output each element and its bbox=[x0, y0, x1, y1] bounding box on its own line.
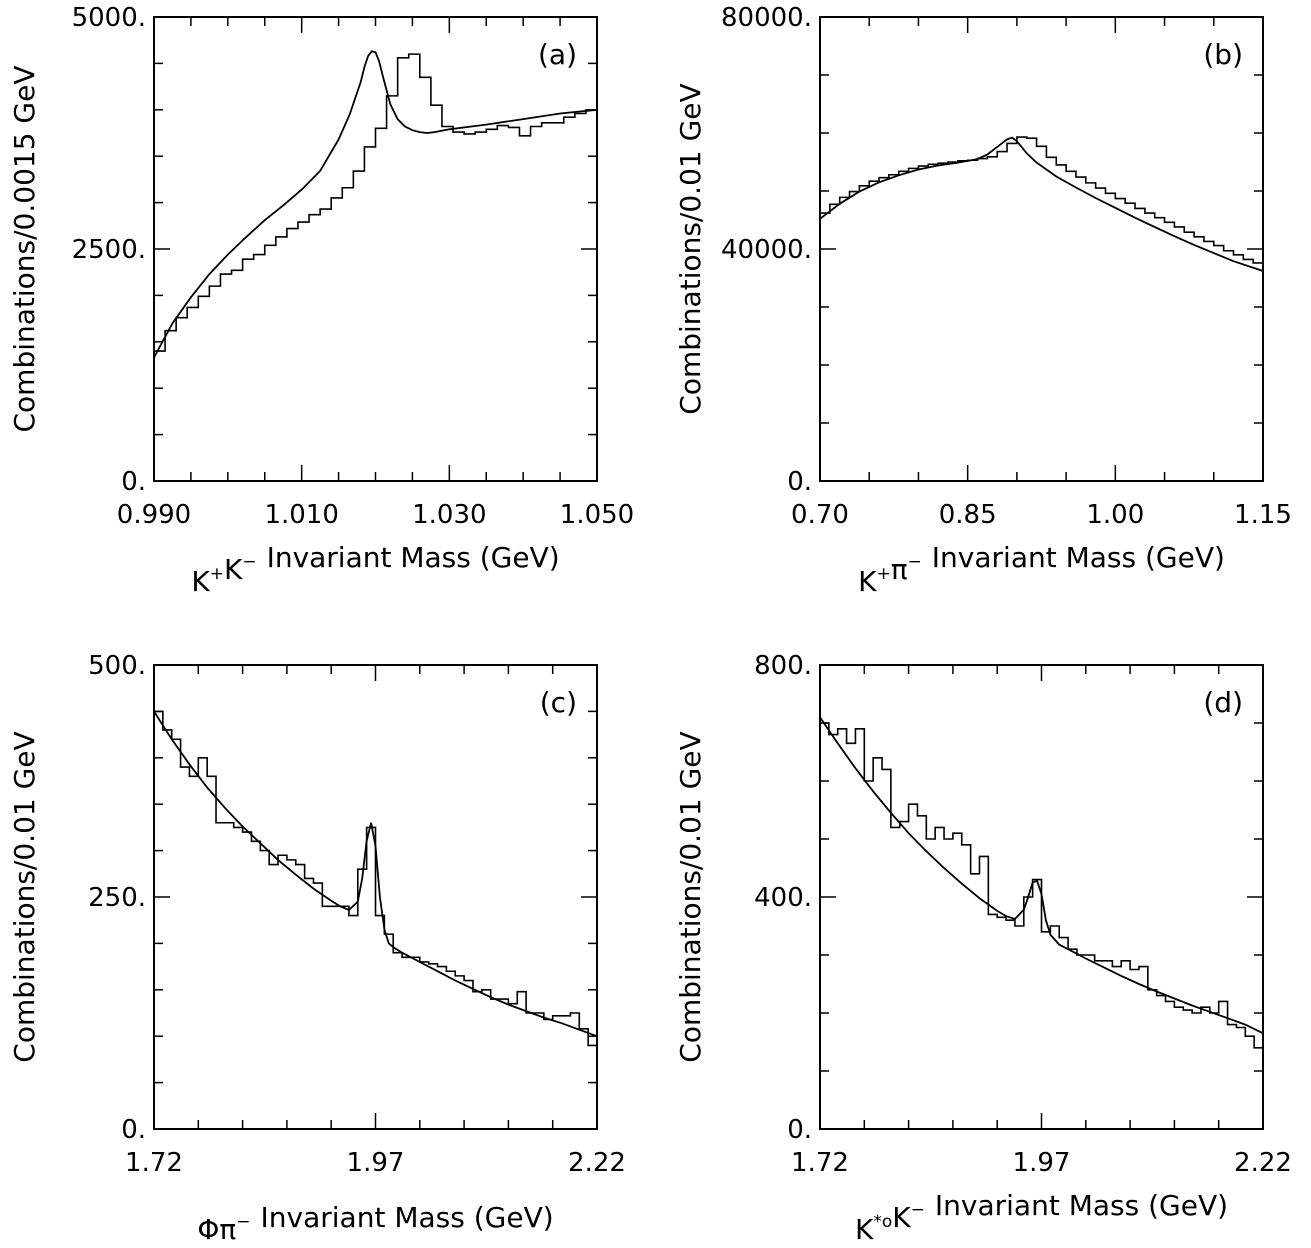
panel-d-x-tick-label: 2.22 bbox=[1234, 1148, 1292, 1178]
panel-b-x-tick-label: 1.00 bbox=[1086, 500, 1144, 530]
panel-c-y-tick-label: 500. bbox=[88, 651, 146, 681]
panel-d-label: (d) bbox=[1203, 686, 1243, 719]
panel-d-y-tick-label: 0. bbox=[787, 1115, 812, 1145]
panel-b: 0.70 0.85 1.00 1.15 0. 40000. 80000. Combinatio… bbox=[674, 3, 1292, 598]
panel-d-x-tick-label: 1.97 bbox=[1013, 1148, 1071, 1178]
panel-b-particle-charge: − bbox=[908, 552, 922, 572]
panel-a-particle-charge: − bbox=[242, 552, 256, 572]
panel-c-x-axis-label: Φπ− Invariant Mass (GeV) bbox=[197, 1201, 553, 1246]
panel-a-x-axis-label-text: Invariant Mass (GeV) bbox=[267, 541, 560, 574]
panel-d-x-tick-label: 1.72 bbox=[791, 1148, 849, 1178]
panel-c-y-tick-label: 0. bbox=[121, 1115, 146, 1145]
panel-a-particle-symbol: K bbox=[224, 553, 243, 586]
panel-b-x-tick-label: 0.85 bbox=[939, 500, 997, 530]
panel-c: 1.72 1.97 2.22 0. 250. 500. Combinations/0.01 … bbox=[8, 651, 626, 1246]
panel-a-x-tick-label: 0.990 bbox=[117, 500, 191, 530]
panel-d-fit-curve bbox=[819, 716, 1264, 1035]
panel-b-label: (b) bbox=[1203, 38, 1243, 71]
panel-a-y-tick-label: 0. bbox=[121, 467, 146, 497]
panel-c-x-tick-label: 1.97 bbox=[347, 1148, 405, 1178]
panel-d-x-axis-label: K*oK− Invariant Mass (GeV) bbox=[855, 1189, 1228, 1246]
panel-b-particle-charge: + bbox=[876, 564, 890, 584]
panel-c-label: (c) bbox=[540, 686, 577, 719]
panel-c-histogram bbox=[154, 710, 597, 1047]
panel-a-x-tick-label: 1.010 bbox=[264, 500, 338, 530]
panel-d-particle-charge: − bbox=[911, 1200, 925, 1220]
panel-d-histogram bbox=[820, 722, 1263, 1049]
panel-a-fit-curve bbox=[153, 50, 598, 359]
panel-c-x-axis-label-text: Invariant Mass (GeV) bbox=[261, 1201, 554, 1234]
panel-c-y-tick-label: 250. bbox=[88, 883, 146, 913]
panel-a-particle-symbol: K bbox=[191, 565, 210, 598]
panel-a-x-tick-label: 1.050 bbox=[560, 500, 634, 530]
panel-b-x-tick-label: 0.70 bbox=[791, 500, 849, 530]
panel-b-x-axis-label-text: Invariant Mass (GeV) bbox=[932, 541, 1225, 574]
panel-c-fit-curve bbox=[153, 710, 598, 1038]
panel-b-particle-symbol: K bbox=[858, 565, 877, 598]
panel-b-y-tick-label: 40000. bbox=[721, 235, 812, 265]
panel-c-y-axis-label: Combinations/0.01 GeV bbox=[8, 731, 41, 1062]
panel-a-y-axis-label: Combinations/0.0015 GeV bbox=[8, 65, 41, 432]
panel-b-x-axis-label: K+π− Invariant Mass (GeV) bbox=[858, 541, 1225, 598]
panel-d-particle-charge: *o bbox=[873, 1212, 892, 1232]
panel-b-particle-symbol: π bbox=[891, 553, 908, 586]
panel-d-y-tick-label: 800. bbox=[754, 651, 812, 681]
panel-b-x-tick-label: 1.15 bbox=[1234, 500, 1292, 530]
panel-a-particle-charge: + bbox=[210, 564, 224, 584]
panel-d-y-tick-label: 400. bbox=[754, 883, 812, 913]
panel-c-x-tick-label: 2.22 bbox=[568, 1148, 626, 1178]
panel-a: 0.990 1.010 1.030 1.050 0. 2500. 5000. Combinat… bbox=[8, 3, 634, 598]
panel-d: 1.72 1.97 2.22 0. 400. 800. Combinations/0.01 … bbox=[674, 651, 1292, 1246]
panel-c-particle-symbol: Φ bbox=[197, 1213, 219, 1246]
panel-a-label: (a) bbox=[538, 38, 577, 71]
panel-c-particle-charge: − bbox=[236, 1212, 250, 1232]
panel-b-fit-curve bbox=[819, 136, 1264, 272]
panel-a-y-tick-label: 5000. bbox=[72, 3, 146, 33]
panel-b-y-tick-label: 0. bbox=[787, 467, 812, 497]
panel-d-x-axis-label-text: Invariant Mass (GeV) bbox=[935, 1189, 1228, 1222]
panel-a-x-axis-label: K+K− Invariant Mass (GeV) bbox=[191, 541, 559, 598]
panel-a-plot-frame bbox=[153, 16, 598, 482]
panel-c-x-tick-label: 1.72 bbox=[125, 1148, 183, 1178]
panel-b-histogram bbox=[820, 136, 1263, 264]
panel-c-particle-symbol: π bbox=[219, 1213, 236, 1246]
panel-a-y-tick-label: 2500. bbox=[72, 235, 146, 265]
panel-a-x-tick-label: 1.030 bbox=[412, 500, 486, 530]
panel-b-y-tick-label: 80000. bbox=[721, 3, 812, 33]
panel-d-particle-symbol: K bbox=[892, 1201, 911, 1234]
panel-b-plot-frame bbox=[819, 16, 1264, 482]
panel-d-particle-symbol: K bbox=[855, 1213, 874, 1246]
panel-a-histogram bbox=[154, 53, 597, 352]
panel-d-y-axis-label: Combinations/0.01 GeV bbox=[674, 731, 707, 1062]
panel-b-y-axis-label: Combinations/0.01 GeV bbox=[674, 83, 707, 414]
